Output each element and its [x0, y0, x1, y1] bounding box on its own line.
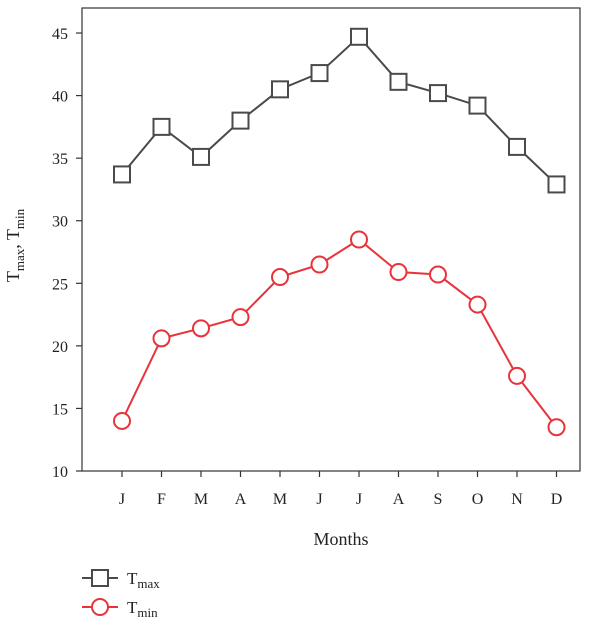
- plot-frame: [81, 7, 581, 472]
- series-tmax: [113, 27, 566, 194]
- legend-item-tmin: Tmin: [82, 598, 158, 620]
- data-point-tmax: [113, 165, 131, 184]
- axes: 10 15 20 25 30 35 40 45 J F M A M J J A S O N D Months Tmax, …: [3, 7, 581, 549]
- data-point-tmax: [231, 111, 250, 130]
- data-point-tmin: [310, 255, 329, 274]
- x-tick-label: A: [393, 491, 405, 508]
- y-tick-label: 25: [52, 276, 68, 293]
- x-tick-label: M: [194, 491, 208, 508]
- series-line-tmin: [121, 238, 558, 428]
- x-tick-label: N: [511, 491, 523, 508]
- y-tick-label: 30: [52, 214, 68, 231]
- data-point-tmin: [547, 418, 566, 437]
- data-point-tmax: [429, 84, 447, 103]
- data-point-tmin: [113, 411, 131, 430]
- legend-marker: [91, 598, 109, 616]
- data-point-tmax: [508, 137, 526, 156]
- data-point-tmax: [389, 72, 408, 91]
- data-point-tmin: [429, 265, 447, 284]
- data-point-tmax: [192, 147, 210, 166]
- y-tick-label: 10: [52, 464, 68, 481]
- y-tick-label: 40: [52, 89, 68, 106]
- data-point-tmax: [152, 117, 171, 136]
- data-point-tmax: [350, 27, 368, 46]
- x-tick-label: F: [157, 491, 166, 508]
- series-tmin: [113, 230, 566, 437]
- legend: Tmax Tmin: [82, 569, 160, 620]
- y-tick-label: 45: [52, 26, 68, 43]
- series-line-tmax: [121, 35, 558, 186]
- data-point-tmin: [468, 295, 487, 314]
- data-point-tmin: [350, 230, 368, 249]
- legend-marker: [91, 569, 109, 587]
- data-point-tmax: [468, 96, 487, 115]
- data-point-tmin: [271, 268, 289, 287]
- data-point-tmin: [231, 308, 250, 327]
- data-point-tmin: [508, 366, 526, 385]
- x-tick-label: S: [434, 491, 443, 508]
- x-tick-label: O: [472, 491, 484, 508]
- data-point-tmax: [271, 80, 289, 99]
- data-point-tmax: [310, 64, 329, 83]
- x-tick-label: J: [356, 491, 362, 508]
- y-tick-label: 20: [52, 339, 68, 356]
- y-tick-label: 15: [52, 401, 68, 418]
- x-axis-title: Months: [313, 529, 368, 549]
- data-point-tmin: [389, 263, 408, 282]
- data-point-tmin: [192, 319, 210, 338]
- y-tick-label: 35: [52, 151, 68, 168]
- legend-label: Tmax: [127, 569, 160, 591]
- x-tick-label: A: [235, 491, 247, 508]
- data-point-tmin: [152, 329, 171, 348]
- series-layer: [113, 27, 566, 437]
- y-axis-title: Tmax, Tmin: [3, 208, 27, 282]
- data-point-tmax: [547, 175, 566, 194]
- x-tick-label: J: [316, 491, 322, 508]
- legend-item-tmax: Tmax: [82, 569, 160, 591]
- legend-label: Tmin: [127, 598, 158, 620]
- x-tick-label: J: [119, 491, 125, 508]
- x-tick-label: M: [273, 491, 287, 508]
- x-tick-label: D: [551, 491, 563, 508]
